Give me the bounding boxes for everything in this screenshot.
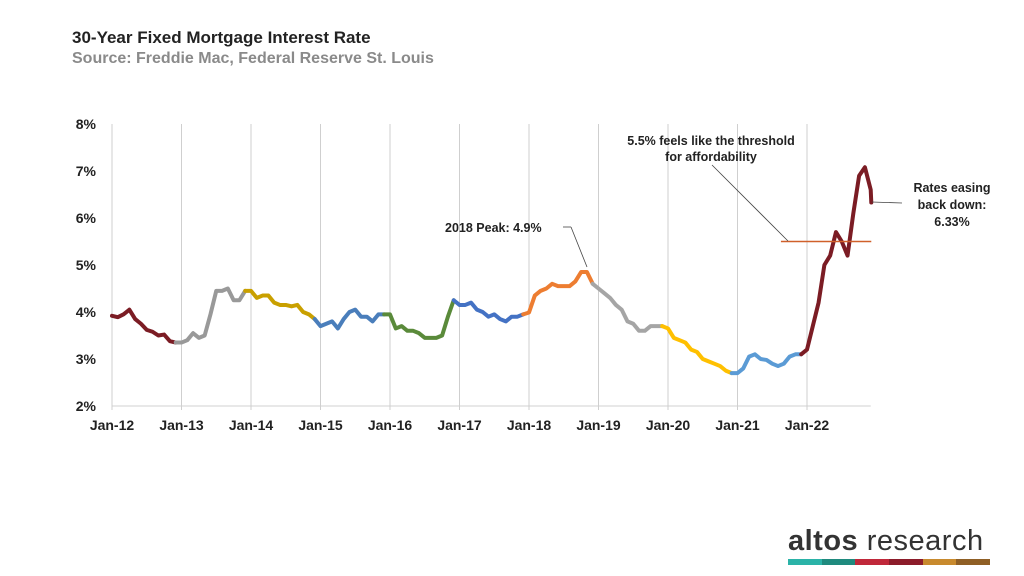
logo-bar-segment: [855, 559, 890, 565]
x-tick-label: Jan-15: [298, 417, 343, 433]
easing-annotation-line2: back down:: [918, 198, 987, 212]
rate-line-2017: [451, 298, 526, 324]
rate-line-2019: [590, 281, 665, 333]
x-tick-label: Jan-12: [90, 417, 135, 433]
x-tick-label: Jan-14: [229, 417, 274, 433]
y-tick-label: 7%: [76, 163, 97, 179]
rate-line-2012: [110, 307, 178, 345]
rate-line-2020: [660, 324, 734, 376]
rate-line-2016: [382, 298, 456, 340]
x-tick-label: Jan-16: [368, 417, 413, 433]
peak-annotation: 2018 Peak: 4.9%: [445, 221, 542, 235]
x-tick-label: Jan-22: [785, 417, 830, 433]
rate-line-2021: [729, 352, 804, 376]
easing-leader-line: [871, 201, 903, 204]
logo-bold: altos: [788, 525, 859, 557]
peak-leader-line: [570, 226, 588, 268]
y-tick-label: 4%: [76, 304, 97, 320]
chart-title: 30-Year Fixed Mortgage Interest Rate: [72, 28, 371, 47]
rate-line-2018: [521, 270, 595, 317]
x-tick-label: Jan-21: [715, 417, 760, 433]
x-tick-label: Jan-20: [646, 417, 691, 433]
threshold-leader-line: [711, 164, 789, 242]
x-tick-label: Jan-17: [437, 417, 482, 433]
y-tick-label: 3%: [76, 351, 97, 367]
threshold-annotation-line1: 5.5% feels like the threshold: [627, 134, 794, 148]
logo-bar-segment: [956, 559, 991, 565]
logo-rest: research: [866, 525, 984, 557]
x-tick-label: Jan-19: [576, 417, 621, 433]
y-tick-label: 6%: [76, 210, 97, 226]
logo-bar-segment: [788, 559, 822, 565]
easing-annotation-line1: Rates easing: [913, 181, 990, 195]
logo-bar-segment: [889, 559, 923, 565]
x-tick-label: Jan-18: [507, 417, 552, 433]
rate-line-2015: [312, 307, 387, 331]
rate-line-2013: [173, 286, 248, 345]
y-tick-label: 8%: [76, 116, 97, 132]
y-tick-label: 2%: [76, 398, 97, 414]
easing-annotation-line3: 6.33%: [934, 215, 969, 229]
rate-line-2022: [799, 165, 874, 357]
logo-color-bar: [788, 559, 991, 565]
logo-bar-segment: [922, 559, 957, 565]
threshold-annotation-line2: for affordability: [665, 150, 757, 164]
chart-subtitle: Source: Freddie Mac, Federal Reserve St.…: [72, 50, 434, 67]
logo-bar-segment: [821, 559, 856, 565]
rate-line-2014: [243, 288, 317, 322]
y-tick-label: 5%: [76, 257, 97, 273]
x-tick-label: Jan-13: [159, 417, 204, 433]
altos-research-logo: altos research: [788, 525, 991, 565]
